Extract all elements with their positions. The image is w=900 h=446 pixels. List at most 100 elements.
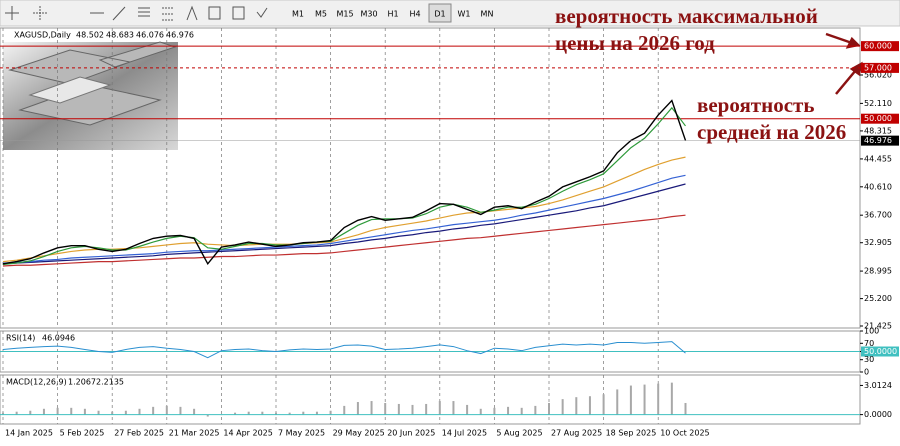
macd-bar [588, 396, 591, 415]
y-tick-label: 0.0000 [864, 410, 892, 419]
x-tick-label: 14 Apr 2025 [223, 429, 272, 438]
y-tick-label: 25.200 [864, 294, 892, 303]
macd-bar [56, 407, 59, 415]
y-tick-label: 21.425 [864, 322, 892, 331]
timeframe-label[interactable]: MN [481, 10, 494, 19]
indicator-value: 1.2067 [68, 378, 96, 387]
macd-bar [42, 408, 45, 415]
annotation: вероятность [697, 93, 814, 117]
last-price-label: 46.976 [864, 136, 892, 145]
timeframe-label[interactable]: W1 [458, 10, 471, 19]
timeframe-label[interactable]: H1 [387, 10, 398, 19]
timeframe-button[interactable] [428, 3, 452, 23]
macd-bar [70, 407, 73, 415]
macd-bar [165, 405, 168, 415]
macd-bar [234, 412, 237, 415]
timeframe-button[interactable] [404, 4, 426, 22]
toolbar-icons [5, 5, 268, 21]
timeframe-label[interactable]: H4 [409, 10, 420, 19]
macd-bar [397, 403, 400, 415]
y-tick-label: 30 [864, 355, 874, 364]
timeframe-label[interactable]: M1 [292, 10, 304, 19]
level-label: 60.000 [864, 42, 892, 51]
level-box [861, 113, 899, 124]
macd-bar [275, 412, 277, 415]
x-tick-label: 20 Jun 2025 [387, 429, 435, 438]
y-tick-label: 36.700 [864, 211, 892, 220]
y-tick-label: 44.455 [864, 154, 892, 163]
macd-bar [561, 399, 564, 415]
macd-bar [670, 382, 673, 415]
timeframe-label[interactable]: M30 [360, 10, 377, 19]
moving-average [2, 156, 686, 263]
moving-average [2, 106, 686, 266]
last-price-box [861, 135, 899, 146]
level-box [861, 41, 899, 52]
level-label: 50.000 [864, 114, 892, 123]
macd-bar [548, 402, 550, 415]
macd-bar [206, 414, 209, 417]
x-tick-label: 21 Mar 2025 [169, 429, 220, 438]
level-label: 57.000 [864, 63, 892, 72]
moving-average [2, 214, 686, 267]
x-tick-label: 7 May 2025 [278, 429, 325, 438]
y-tick-label: 70 [864, 339, 874, 348]
timeframe-label[interactable]: D1 [434, 10, 445, 19]
x-tick-label: 14 Jul 2025 [442, 429, 487, 438]
y-tick-label: 0 [864, 368, 869, 377]
macd-bar [438, 401, 441, 415]
macd-bar [356, 402, 359, 415]
ohlc-value: 46.976 [166, 31, 194, 40]
y-tick-label: 3.0124 [864, 381, 892, 390]
x-tick-label: 29 May 2025 [333, 429, 385, 438]
macd-bar [602, 394, 605, 415]
x-tick-label: 5 Feb 2025 [60, 429, 105, 438]
macd-bar [657, 383, 660, 415]
timeframe-button[interactable] [310, 4, 332, 22]
level-box [861, 62, 899, 73]
timeframe-button[interactable] [358, 4, 380, 22]
macd-bar [111, 411, 114, 415]
x-tick-label: 10 Oct 2025 [660, 429, 709, 438]
timeframe-label[interactable]: M5 [315, 10, 327, 19]
macd-bar [575, 397, 578, 415]
y-tick-label: 100 [864, 327, 879, 336]
timeframe-button[interactable] [453, 4, 475, 22]
indicator-value: 46.0946 [42, 334, 75, 343]
annotation: цены на 2026 год [555, 31, 715, 55]
ohlc-value: 48.502 [76, 31, 104, 40]
timeframe-button[interactable] [287, 4, 309, 22]
macd-bar [261, 411, 264, 415]
arrows [825, 32, 863, 95]
rsi-line [2, 341, 686, 359]
macd-bar [329, 410, 332, 415]
macd-pane [0, 374, 861, 425]
macd-bar [629, 385, 632, 415]
macd-bar [479, 408, 482, 415]
moving-average [2, 174, 686, 264]
y-tick-label: 56.020 [864, 71, 892, 80]
x-tick-label: 27 Aug 2025 [551, 429, 602, 438]
timeframe-button[interactable] [476, 4, 498, 22]
indicator-value: 2.2135 [96, 378, 124, 387]
price-pane [0, 27, 861, 329]
macd-bar [29, 410, 32, 415]
macd-bar [411, 404, 414, 415]
macd-bar [97, 410, 100, 415]
x-tick-label: 14 Jan 2025 [5, 429, 53, 438]
macd-bar [302, 411, 305, 415]
y-tick-label: 50.0000 [864, 347, 897, 356]
annotation: средней на 2026 [697, 120, 846, 144]
y-tick-label: 28.995 [864, 267, 892, 276]
timeframe-label[interactable]: M15 [336, 10, 353, 19]
macd-bar [507, 406, 510, 415]
macd-bar [684, 402, 687, 415]
timeframe-button[interactable] [334, 4, 356, 22]
macd-bar [193, 408, 196, 415]
annotation: вероятность максимальной [555, 4, 818, 28]
timeframe-button[interactable] [382, 4, 404, 22]
macd-bar [83, 408, 86, 415]
symbol-image [3, 41, 178, 150]
macd-bar [643, 384, 646, 415]
macd-bar [493, 407, 496, 415]
